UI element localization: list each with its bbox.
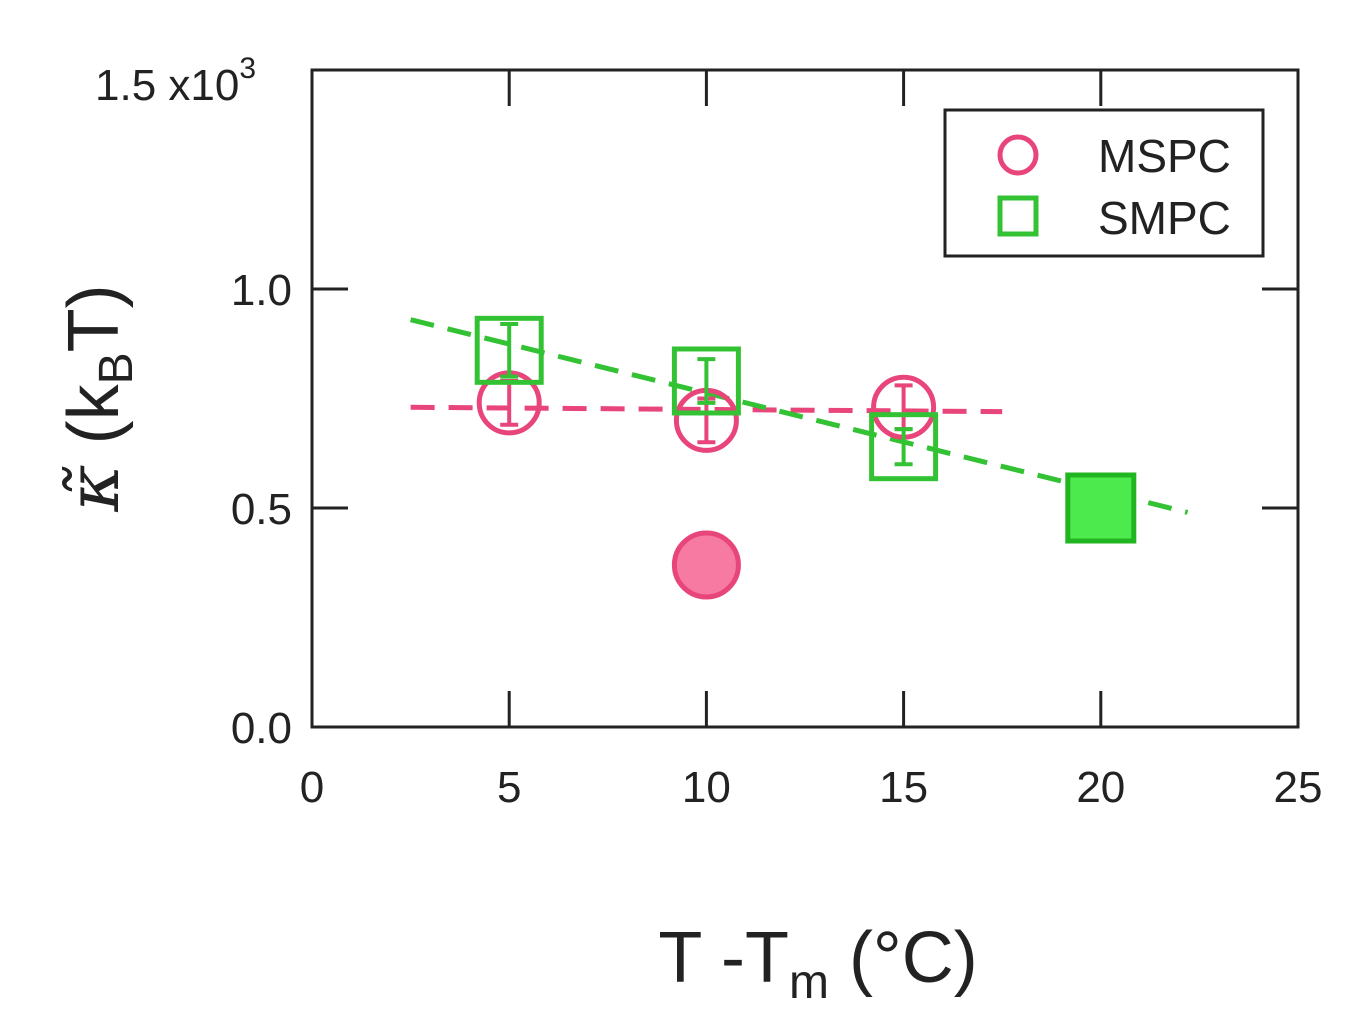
legend-marker-smpc [997,195,1039,237]
x-tick-label: 15 [879,763,928,812]
legend-label-smpc: SMPC [1098,192,1231,244]
x-axis-title: T -Tm (°C) [658,918,977,1009]
x-tick-label: 5 [497,763,521,812]
x-tick-label: 0 [300,763,324,812]
data-point-smpc [869,412,939,482]
y-multiplier: 1.5 x103 [95,52,256,110]
x-axis-subscript: m [789,956,829,1009]
plot-frame [310,68,1300,729]
y-tick-label: 0.0 [231,704,292,753]
y-tick-label: 1.0 [231,266,292,315]
data-point-smpc-filled [1065,472,1137,544]
y-axis-title: κ̃ (kBT) [51,284,143,512]
y-multiplier-exponent: 3 [239,52,256,85]
plot-area: 0 5 10 15 20 25 0.0 0.5 1.0 [231,68,1323,812]
legend-label-mspc: MSPC [1098,130,1231,182]
y-axis-subscript: B [90,352,143,384]
svg-text:κ̃ (kBT): κ̃ (kBT) [51,284,143,512]
y-axis-symbol: κ̃ [51,464,135,512]
data-point-mspc-filled [671,530,741,600]
data-point-smpc [474,315,544,385]
legend: MSPC SMPC [943,108,1265,258]
x-tick-label: 25 [1274,763,1323,812]
x-tick-label: 20 [1076,763,1125,812]
data-point-smpc [671,346,741,416]
x-tick-label: 10 [682,763,731,812]
y-tick-label: 0.5 [231,485,292,534]
legend-marker-mspc [997,134,1039,176]
